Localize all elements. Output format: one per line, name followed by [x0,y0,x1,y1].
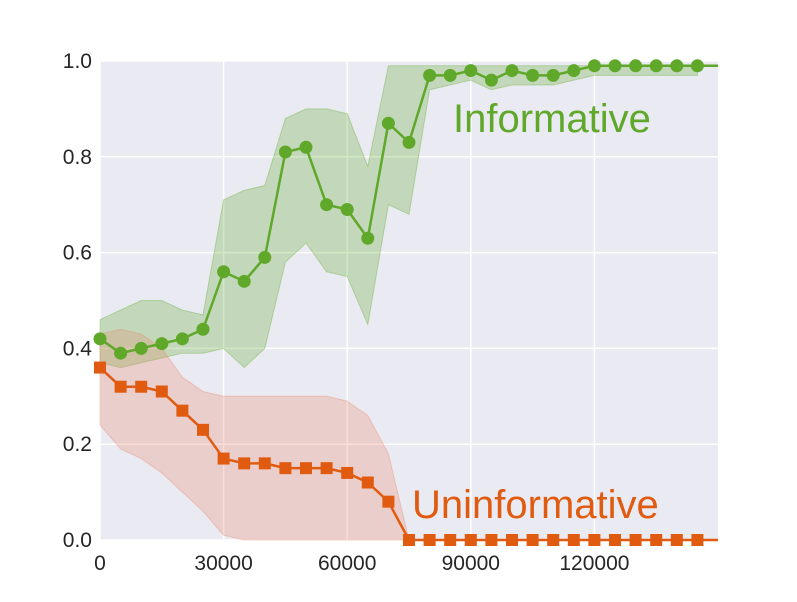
data-point-uninformative [506,534,518,546]
data-point-informative [443,68,457,82]
data-point-uninformative [609,534,621,546]
x-tick-label: 0 [94,552,106,575]
data-point-uninformative [464,534,477,546]
data-point-informative [340,202,354,216]
data-point-uninformative [320,462,333,475]
data-point-uninformative [547,534,560,546]
data-point-informative [196,322,210,336]
y-tick-label: 1.0 [63,50,92,73]
data-point-uninformative [650,534,663,546]
data-point-uninformative [403,534,415,546]
data-point-uninformative [94,361,106,374]
y-tick-label: 0.6 [63,242,92,265]
data-point-uninformative [300,462,312,475]
data-point-informative [526,68,540,82]
data-point-uninformative [155,385,168,398]
data-point-informative [320,198,334,212]
data-point-uninformative [382,495,395,508]
series-markers [93,59,704,546]
data-point-uninformative [197,423,209,436]
data-point-informative [629,59,643,73]
data-point-informative [114,346,128,360]
data-point-uninformative [341,466,354,479]
data-point-informative [649,59,663,73]
series-label-informative: Informative [453,97,651,141]
data-point-uninformative [217,452,230,465]
data-point-informative [278,145,292,159]
data-point-uninformative [526,534,539,546]
data-point-uninformative [444,534,457,546]
data-point-uninformative [114,380,127,393]
confidence-band-informative [99,65,698,369]
data-point-informative [567,64,581,78]
data-point-informative [217,265,231,279]
data-point-informative [361,231,375,245]
x-tick-label: 30000 [194,552,252,575]
x-tick-label: 90000 [442,552,500,575]
data-point-informative [608,59,622,73]
y-tick-label: 0.8 [63,146,92,169]
data-point-uninformative [691,534,704,546]
series-label-uninformative: Uninformative [412,483,659,527]
y-tick-label: 0.4 [63,337,93,360]
data-point-informative [690,59,704,73]
axis-tick-labels: 0 30000 60000 90000 120000 0.0 0.2 0.4 0.6 0.8 1.0 [63,50,630,575]
data-point-uninformative [238,457,251,470]
data-point-informative [587,59,601,73]
data-point-informative [423,68,437,82]
data-point-informative [402,135,416,149]
data-point-uninformative [588,534,601,546]
data-point-informative [175,332,189,346]
y-tick-label: 0.0 [63,529,92,552]
data-point-informative [505,64,519,78]
data-point-uninformative [361,476,374,489]
data-point-informative [381,116,395,130]
data-point-informative [134,341,148,355]
x-tick-label: 60000 [318,552,376,575]
data-point-uninformative [485,534,498,546]
data-point-informative [484,73,498,87]
data-point-informative [258,250,272,264]
data-point-informative [237,274,251,288]
y-tick-label: 0.2 [63,433,92,456]
data-point-uninformative [135,380,148,393]
data-point-informative [670,59,684,73]
data-point-uninformative [670,534,683,546]
data-point-uninformative [258,457,271,470]
data-point-informative [93,332,107,346]
data-point-informative [546,68,560,82]
data-point-uninformative [176,404,189,417]
x-tick-label: 120000 [559,552,629,575]
data-point-informative [464,64,478,78]
data-point-uninformative [423,534,436,546]
data-point-informative [155,337,169,351]
data-point-uninformative [279,462,292,475]
data-point-uninformative [567,534,580,546]
data-point-informative [299,140,313,154]
data-point-uninformative [629,534,642,546]
